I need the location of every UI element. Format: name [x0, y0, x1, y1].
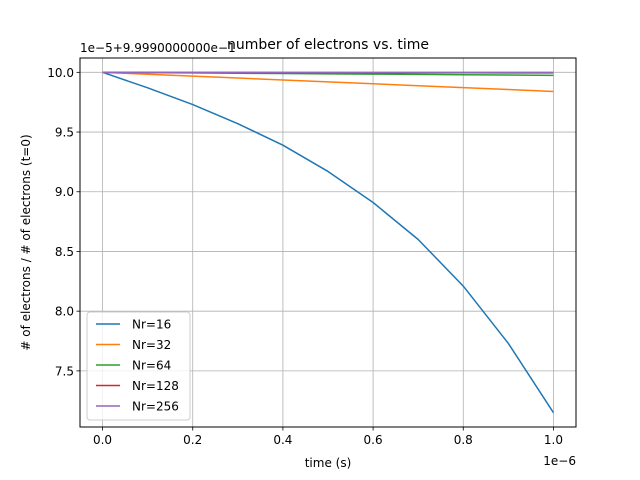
legend-label: Nr=256 [132, 400, 179, 414]
y-tick-label: 7.5 [55, 364, 74, 378]
legend-label: Nr=16 [132, 318, 171, 332]
x-tick-label: 0.6 [364, 433, 383, 447]
legend-label: Nr=64 [132, 359, 171, 373]
x-tick-label: 0.4 [273, 433, 292, 447]
y-offset-text: 1e−5+9.9990000000e−1 [80, 41, 236, 55]
series-line-nr-32 [102, 71, 554, 93]
series-line-nr-16 [102, 71, 555, 414]
series-lines [102, 71, 555, 414]
y-tick-label: 8.0 [55, 305, 74, 319]
x-axis-label: time (s) [305, 456, 352, 470]
y-tick-label: 9.0 [55, 185, 74, 199]
axis-ticks: 0.0 0.2 0.4 0.6 0.8 1.0 7.5 8.0 8.5 9.0 9.5 10.0 [47, 66, 563, 447]
legend-entries: Nr=16 Nr=32 Nr=64 Nr=128 Nr=256 [96, 318, 179, 414]
chart-title: number of electrons vs. time [227, 37, 429, 53]
x-offset-text: 1e−6 [543, 454, 576, 468]
legend-label: Nr=32 [132, 338, 171, 352]
y-tick-label: 8.5 [55, 245, 74, 259]
grid [80, 58, 576, 427]
legend: Nr=16 Nr=32 Nr=64 Nr=128 Nr=256 [86, 311, 191, 421]
x-tick-label: 0.8 [454, 433, 473, 447]
x-tick-label: 0.0 [93, 433, 112, 447]
plot-frame [79, 57, 577, 428]
y-tick-label: 10.0 [47, 66, 74, 80]
x-tick-label: 1.0 [544, 433, 563, 447]
y-tick-label: 9.5 [55, 126, 74, 140]
y-axis-label: # of electrons / # of electrons (t=0) [19, 134, 33, 350]
x-tick-label: 0.2 [183, 433, 202, 447]
legend-label: Nr=128 [132, 379, 179, 393]
legend-box [86, 311, 191, 421]
